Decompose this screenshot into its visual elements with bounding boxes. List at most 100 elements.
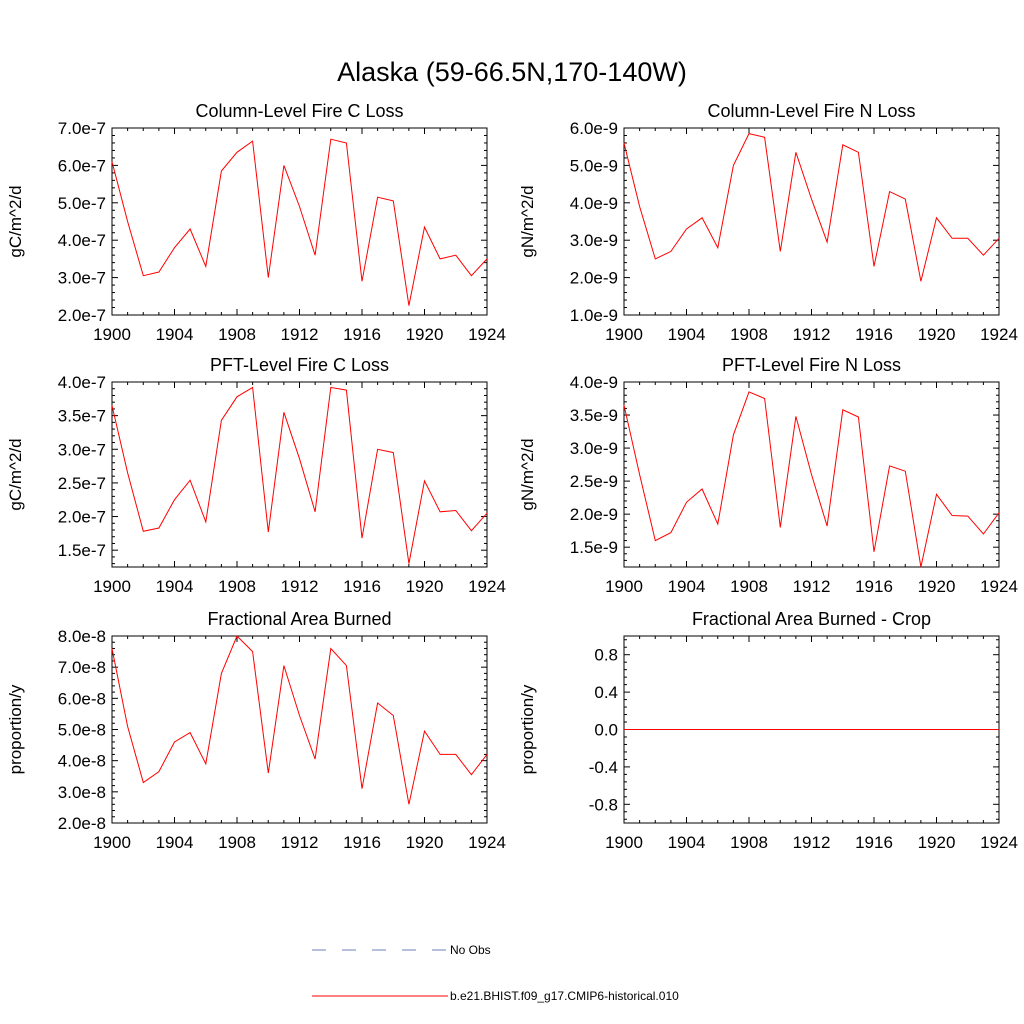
y-tick-label: 3.5e-9 (570, 406, 618, 425)
y-tick-label: 4.0e-7 (58, 231, 106, 250)
chart-panel: PFT-Level Fire C Loss gC/m^2/d 1900 1904 190… (6, 355, 506, 596)
x-tick-label: 1920 (918, 833, 956, 852)
y-tick-label: 4.0e-7 (58, 373, 106, 392)
x-tick-label: 1924 (468, 325, 506, 344)
y-tick-label: 2.0e-9 (570, 269, 618, 288)
y-tick-label: 7.0e-7 (58, 119, 106, 138)
x-tick-label: 1920 (918, 577, 956, 596)
y-tick-label: 6.0e-9 (570, 119, 618, 138)
chart-panel: Column-Level Fire C Loss gC/m^2/d 1900 1904… (6, 101, 506, 344)
y-tick-label: 3.0e-7 (58, 269, 106, 288)
x-tick-label: 1900 (605, 833, 643, 852)
x-tick-label: 1912 (793, 833, 831, 852)
x-tick-label: 1908 (218, 833, 256, 852)
y-axis-label: gC/m^2/d (6, 438, 25, 510)
panel-title: Fractional Area Burned (207, 609, 391, 629)
series-line (623, 133, 1000, 282)
x-tick-label: 1924 (980, 325, 1018, 344)
x-tick-label: 1900 (93, 325, 131, 344)
plot-frame (111, 127, 488, 316)
chart-panel: PFT-Level Fire N Loss gN/m^2/d 1900 1904 190… (518, 355, 1018, 596)
y-tick-label: 2.5e-7 (58, 474, 106, 493)
y-tick-label: 2.5e-9 (570, 472, 618, 491)
chart-panel: Fractional Area Burned proportion/y 1900 19… (6, 609, 506, 852)
y-tick-label: 1.5e-7 (58, 541, 106, 560)
x-tick-label: 1916 (343, 577, 381, 596)
y-tick-label: 7.0e-8 (58, 658, 106, 677)
y-tick-label: 1.0e-9 (570, 306, 618, 325)
y-tick-label: 0.8 (594, 646, 618, 665)
y-tick-label: 5.0e-9 (570, 156, 618, 175)
x-tick-label: 1912 (793, 325, 831, 344)
y-axis-label: gN/m^2/d (518, 438, 537, 510)
x-tick-label: 1916 (855, 325, 893, 344)
x-tick-label: 1920 (406, 833, 444, 852)
y-tick-label: 3.0e-9 (570, 439, 618, 458)
legend-label: No Obs (450, 943, 491, 957)
y-tick-label: 0.0 (594, 721, 618, 740)
x-tick-label: 1908 (730, 577, 768, 596)
x-tick-label: 1904 (156, 577, 194, 596)
series-line (111, 138, 488, 306)
chart-panel: Fractional Area Burned - Crop proportion/… (518, 609, 1018, 852)
x-tick-label: 1924 (980, 577, 1018, 596)
y-axis-label: gN/m^2/d (518, 185, 537, 257)
legend: No Obs b.e21.BHIST.f09_g17.CMIP6-historic… (312, 943, 679, 1003)
x-tick-label: 1916 (855, 833, 893, 852)
x-tick-label: 1900 (93, 577, 131, 596)
y-axis-label: proportion/y (518, 684, 537, 774)
y-tick-label: 8.0e-8 (58, 627, 106, 646)
plot-frame (111, 635, 488, 824)
plot-frame (623, 127, 1000, 316)
legend-label: b.e21.BHIST.f09_g17.CMIP6-historical.010 (450, 989, 679, 1003)
y-tick-label: 2.0e-9 (570, 505, 618, 524)
x-tick-label: 1908 (730, 833, 768, 852)
y-tick-label: 0.4 (594, 683, 618, 702)
y-axis-label: proportion/y (6, 684, 25, 774)
y-tick-label: 3.0e-9 (570, 231, 618, 250)
panel-title: PFT-Level Fire C Loss (210, 355, 389, 375)
plot-frame (111, 381, 488, 568)
figure-title: Alaska (59-66.5N,170-140W) (337, 57, 687, 87)
panel-title: Column-Level Fire C Loss (195, 101, 403, 121)
x-tick-label: 1900 (605, 325, 643, 344)
y-tick-label: -0.8 (589, 795, 618, 814)
x-tick-label: 1908 (218, 325, 256, 344)
x-tick-label: 1912 (793, 577, 831, 596)
y-tick-label: 5.0e-7 (58, 194, 106, 213)
x-tick-label: 1916 (855, 577, 893, 596)
y-tick-label: 4.0e-9 (570, 373, 618, 392)
x-tick-label: 1908 (218, 577, 256, 596)
x-tick-label: 1904 (668, 325, 706, 344)
x-tick-label: 1912 (281, 833, 319, 852)
x-tick-label: 1904 (156, 833, 194, 852)
series-line (111, 386, 488, 564)
x-tick-label: 1912 (281, 577, 319, 596)
y-tick-label: 5.0e-8 (58, 721, 106, 740)
y-axis-label: gC/m^2/d (6, 185, 25, 257)
x-tick-label: 1904 (668, 577, 706, 596)
y-tick-label: 3.0e-7 (58, 440, 106, 459)
y-tick-label: 3.0e-8 (58, 783, 106, 802)
panel-title: Fractional Area Burned - Crop (692, 609, 931, 629)
x-tick-label: 1912 (281, 325, 319, 344)
panel-title: PFT-Level Fire N Loss (722, 355, 901, 375)
x-tick-label: 1924 (980, 833, 1018, 852)
chart-panels: Column-Level Fire C Loss gC/m^2/d 1900 1904… (6, 101, 1018, 852)
panel-title: Column-Level Fire N Loss (707, 101, 915, 121)
x-tick-label: 1904 (668, 833, 706, 852)
y-tick-label: 1.5e-9 (570, 538, 618, 557)
x-tick-label: 1900 (605, 577, 643, 596)
x-tick-label: 1920 (918, 325, 956, 344)
x-tick-label: 1924 (468, 833, 506, 852)
x-tick-label: 1916 (343, 325, 381, 344)
y-tick-label: 4.0e-9 (570, 194, 618, 213)
x-tick-label: 1920 (406, 577, 444, 596)
y-tick-label: 2.0e-7 (58, 306, 106, 325)
x-tick-label: 1904 (156, 325, 194, 344)
y-tick-label: 4.0e-8 (58, 752, 106, 771)
y-tick-label: -0.4 (589, 758, 618, 777)
y-tick-label: 3.5e-7 (58, 407, 106, 426)
x-tick-label: 1916 (343, 833, 381, 852)
